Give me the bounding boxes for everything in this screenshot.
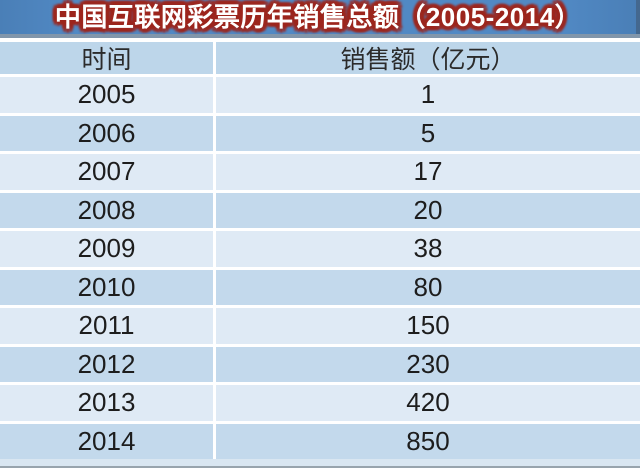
sales-value-cell: 420 — [216, 385, 640, 421]
data-table: 时间 销售额（亿元） 2005 1 2006 5 2007 17 2008 20 2009 38 2… — [0, 42, 640, 459]
table-header-row: 时间 销售额（亿元） — [0, 42, 640, 74]
table-row: 2006 5 — [0, 115, 640, 151]
sales-value-cell: 17 — [216, 154, 640, 190]
year-cell: 2005 — [0, 77, 213, 113]
table-row: 2010 80 — [0, 269, 640, 305]
bottom-filler-strip — [0, 459, 640, 466]
column-header-sales: 销售额（亿元） — [216, 42, 640, 74]
year-cell: 2012 — [0, 346, 213, 382]
bottom-border — [0, 466, 640, 468]
year-cell: 2008 — [0, 192, 213, 228]
sales-value-cell: 80 — [216, 269, 640, 305]
column-header-time: 时间 — [0, 42, 213, 74]
table-row: 2007 17 — [0, 154, 640, 190]
year-cell: 2010 — [0, 269, 213, 305]
year-cell: 2006 — [0, 115, 213, 151]
table-row: 2011 150 — [0, 308, 640, 344]
year-cell: 2011 — [0, 308, 213, 344]
table-row: 2013 420 — [0, 385, 640, 421]
table-row: 2008 20 — [0, 192, 640, 228]
title-bar-shadow-edge — [0, 34, 640, 38]
year-cell: 2009 — [0, 231, 213, 267]
sales-value-cell: 150 — [216, 308, 640, 344]
table-row: 2009 38 — [0, 231, 640, 267]
title-bar: 中国互联网彩票历年销售总额（2005-2014） — [0, 0, 640, 34]
page-title: 中国互联网彩票历年销售总额（2005-2014） — [54, 2, 582, 32]
sales-value-cell: 20 — [216, 192, 640, 228]
table-row: 2012 230 — [0, 346, 640, 382]
sales-value-cell: 230 — [216, 346, 640, 382]
sales-value-cell: 850 — [216, 423, 640, 459]
sales-value-cell: 38 — [216, 231, 640, 267]
table-row: 2014 850 — [0, 423, 640, 459]
year-cell: 2013 — [0, 385, 213, 421]
table-body: 2005 1 2006 5 2007 17 2008 20 2009 38 2010 80 2011 15… — [0, 77, 640, 459]
sales-value-cell: 1 — [216, 77, 640, 113]
year-cell: 2014 — [0, 423, 213, 459]
divider — [0, 38, 640, 42]
year-cell: 2007 — [0, 154, 213, 190]
sales-value-cell: 5 — [216, 115, 640, 151]
table-row: 2005 1 — [0, 77, 640, 113]
